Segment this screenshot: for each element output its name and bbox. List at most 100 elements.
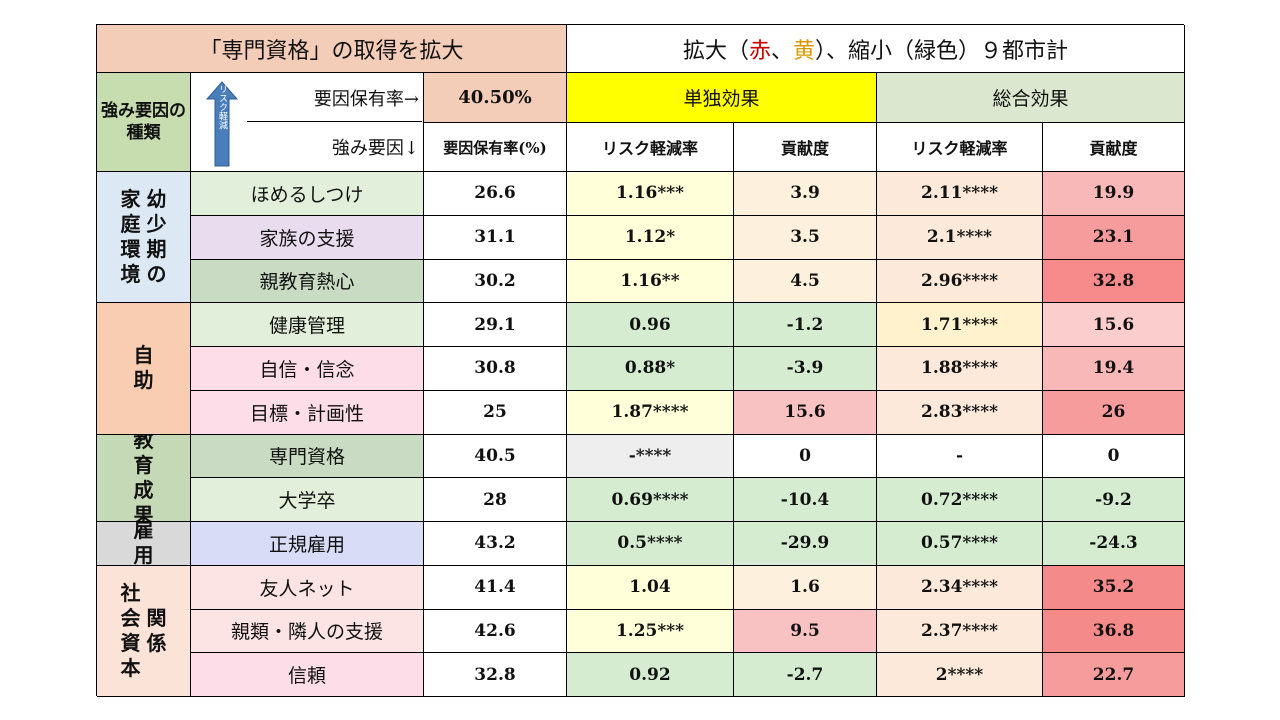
factor-rate: 29.1 [424,303,567,347]
group-label-char: 本 [120,655,141,680]
risk-reduction-arrow-icon: リスク軽減 [205,81,239,169]
title-right-yellow: 黄 [793,38,816,64]
total-contrib-value: -9.2 [1043,478,1185,522]
group-label-char: 期 [146,237,167,262]
title-right-part-1: 拡大（ [682,38,749,64]
arrow-text: リスク軽減 [217,85,228,131]
single-risk-value: 0.88* [567,347,734,391]
factor-name: 家族の支援 [191,215,424,260]
group-label-column: 社会資本 [121,581,141,681]
group-label-column: 教育成果 [133,434,154,522]
total-contrib-value: 0 [1043,434,1185,479]
single-contrib-value: -2.7 [734,653,877,697]
total-risk-value: 1.71**** [877,303,1043,347]
single-contrib-value: 9.5 [734,609,877,654]
total-contrib-value: 26 [1043,390,1185,435]
strength-type-header: 強み要因の種類 [97,73,191,172]
single-contrib-value: -10.4 [734,478,877,522]
factor-rate: 28 [424,478,567,522]
total-risk-value: 2**** [877,653,1043,697]
single-risk-value: 1.04 [567,565,734,610]
factor-name: 大学卒 [191,478,424,522]
group-label-char: 雇 [133,522,154,543]
rate-label: 要因保有率→ [313,89,419,110]
rate-value-header: 40.50% [424,73,567,123]
group-label-char: 関 [146,605,167,630]
total-risk-value: - [877,434,1043,479]
group-label-4: 雇用 [97,522,191,566]
total-risk-value: 1.88**** [877,347,1043,391]
group-label-char: 少 [146,212,167,237]
group-label-char: 果 [133,502,154,522]
factor-rate: 32.8 [424,653,567,697]
single-risk-value: 0.5**** [567,522,734,566]
total-contrib-value: 19.4 [1043,347,1185,391]
title-right: 拡大（赤、黄）、縮小（緑色）９都市計 [567,25,1185,73]
group-label-char: 環 [120,237,141,262]
factor-name: 専門資格 [191,434,424,479]
factor-name: 正規雇用 [191,522,424,566]
single-contrib-value: 3.9 [734,172,877,216]
factor-rate: 43.2 [424,522,567,566]
factor-rate: 40.5 [424,434,567,479]
total-contrib-value: 32.8 [1043,259,1185,304]
rate-column-header: 要因保有率(%) [424,123,567,172]
total-risk-value: 2.11**** [877,172,1043,216]
single-risk-value: 1.87**** [567,390,734,435]
single-risk-value: 0.92 [567,653,734,697]
total-risk-header: リスク軽減率 [877,123,1043,172]
group-label-column: 関係 [147,606,167,656]
single-risk-header: リスク軽減率 [567,123,734,172]
group-label-1: 家庭環境幼少期の [97,172,191,304]
data-table: 「専門資格」の取得を拡大 拡大（赤、黄）、縮小（緑色）９都市計 強み要因の種類 … [96,24,1185,697]
single-contrib-value: -3.9 [734,347,877,391]
group-label-char: 境 [120,262,141,287]
factor-name: 目標・計画性 [191,390,424,435]
group-label-column: 家庭環境 [121,187,141,287]
title-right-part-3: 、 [770,38,793,64]
factor-rate: 42.6 [424,609,567,654]
total-risk-value: 0.72**** [877,478,1043,522]
factor-rate: 30.8 [424,347,567,391]
total-risk-value: 2.1**** [877,215,1043,260]
factor-name: 友人ネット [191,565,424,610]
factor-name: 健康管理 [191,303,424,347]
single-contrib-value: -29.9 [734,522,877,566]
factor-name: 親教育熱心 [191,259,424,304]
group-label-char: 教 [133,434,154,452]
single-risk-value: 0.69**** [567,478,734,522]
total-risk-value: 0.57**** [877,522,1043,566]
group-label-char: 幼 [146,187,167,212]
total-risk-value: 2.37**** [877,609,1043,654]
title-right-red: 赤 [748,38,771,64]
total-contrib-value: 22.7 [1043,653,1185,697]
group-label-char: 資 [120,630,141,655]
single-risk-value: -**** [567,434,734,479]
group-label-char: 助 [133,368,154,393]
total-risk-value: 2.83**** [877,390,1043,435]
total-contrib-value: 23.1 [1043,215,1185,260]
group-label-char: 係 [146,630,167,655]
single-contrib-value: 0 [734,434,877,479]
total-risk-value: 2.96**** [877,259,1043,304]
single-risk-value: 1.12* [567,215,734,260]
single-risk-value: 1.16** [567,259,734,304]
group-label-char: 社 [120,580,141,605]
group-label-column: 幼少期の [147,187,167,287]
single-contrib-value: 3.5 [734,215,877,260]
factor-rate: 25 [424,390,567,435]
total-risk-value: 2.34**** [877,565,1043,610]
title-left: 「専門資格」の取得を拡大 [97,25,567,73]
factor-rate: 30.2 [424,259,567,304]
factor-name: 自信・信念 [191,347,424,391]
factor-name: ほめるしつけ [191,172,424,216]
title-right-part-5: ）、縮小（緑色）９都市計 [815,38,1069,64]
group-label-char: 育 [133,452,154,477]
group-label-column: 自助 [134,343,154,393]
group-label-char: 自 [133,343,154,368]
group-label-char: 会 [120,605,141,630]
single-risk-value: 0.96 [567,303,734,347]
total-contrib-value: -24.3 [1043,522,1185,566]
group-label-2: 自助 [97,303,191,435]
group-label-char: 成 [133,477,154,502]
